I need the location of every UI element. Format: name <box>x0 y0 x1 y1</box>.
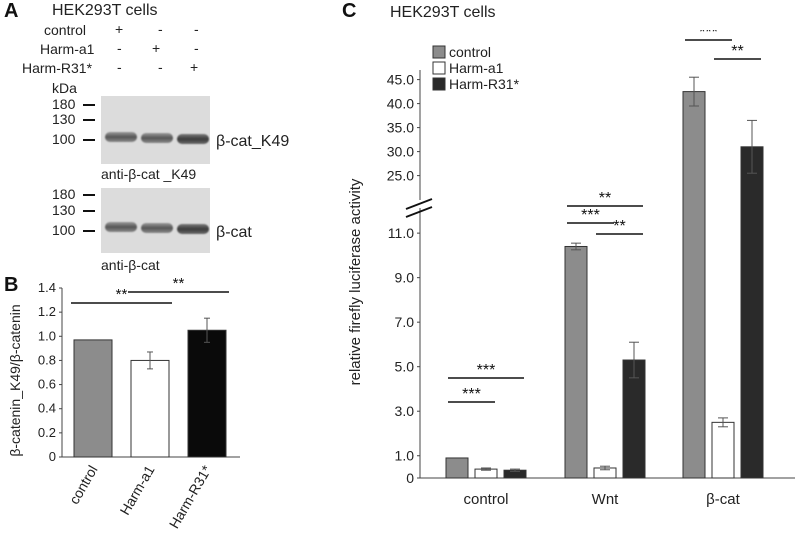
blot1-marker-tick-180 <box>83 104 95 106</box>
blot1-band-lane3 <box>177 134 209 144</box>
b-significance-label-1: ** <box>173 275 185 292</box>
c-y-tick-label: 45.0 <box>387 72 414 88</box>
panel-b-letter: B <box>4 274 19 296</box>
c-y-tick-label: 7.0 <box>395 314 415 330</box>
blot1-band-lane1 <box>105 132 137 142</box>
blot2-band-label: β-cat <box>216 224 252 241</box>
sign-control-lane2: - <box>158 21 163 37</box>
blot1-marker-tick-100 <box>83 139 95 141</box>
panel-c-title: HEK293T cells <box>390 4 496 21</box>
c-y-tick-label: 3.0 <box>395 403 415 419</box>
c-significance-label-0: *** <box>462 386 481 403</box>
blot2-marker-180: 180 <box>52 186 76 202</box>
c-significance-label-6: ** <box>731 43 743 60</box>
c-y-axis-label: relative firefly luciferase activity <box>347 178 364 385</box>
sign-harm-r31-lane1: - <box>117 59 122 75</box>
c-legend-swatch-2 <box>432 77 446 91</box>
c-bar-0-2 <box>682 91 706 479</box>
b-y-tick-label: 0.6 <box>38 377 56 392</box>
blot1-marker-130: 130 <box>52 111 76 127</box>
b-y-axis-label: β-catenin_K49/β-catenin <box>7 304 23 456</box>
b-x-tick-label: Harm-a1 <box>117 462 158 517</box>
b-significance-label-0: ** <box>116 286 128 303</box>
blot2-marker-130: 130 <box>52 202 76 218</box>
western-blot-total <box>101 188 210 253</box>
c-y-tick-label: 1.0 <box>395 448 415 464</box>
c-legend-swatch-1 <box>432 61 446 75</box>
b-bar-0 <box>73 339 113 458</box>
blot2-marker-tick-180 <box>83 194 95 196</box>
b-y-tick-label: 0.4 <box>38 401 56 416</box>
condition-label-control: control <box>44 22 87 38</box>
c-axis-break-mark-1 <box>405 198 433 210</box>
c-x-tick-label: Wnt <box>592 491 620 508</box>
blot2-band-lane1 <box>105 222 137 232</box>
blot1-antibody-label: anti-β-cat _K49 <box>101 166 197 182</box>
c-bar-0-1 <box>564 245 588 479</box>
kda-label: kDa <box>52 80 77 96</box>
blot1-band-label: β-cat_K49 <box>216 133 290 150</box>
blot2-band-lane3 <box>177 224 209 234</box>
condition-label-harm-a1: Harm-a1 <box>40 41 95 57</box>
c-legend-swatch-0 <box>432 45 446 59</box>
c-x-tick-label: β-cat <box>706 491 740 508</box>
sign-control-lane3: - <box>194 21 199 37</box>
blot1-marker-180: 180 <box>52 96 76 112</box>
sign-control-lane1: + <box>115 21 124 37</box>
b-bar-1 <box>130 359 170 458</box>
blot2-marker-tick-100 <box>83 230 95 232</box>
b-x-tick-label: Harm-R31* <box>166 462 215 531</box>
blot2-band-lane2 <box>141 223 173 233</box>
c-y-tick-label: 5.0 <box>395 359 415 375</box>
c-legend-label-2: Harm-R31* <box>449 76 520 92</box>
c-y-tick-label: 9.0 <box>395 270 415 286</box>
c-y-tick-label: 40.0 <box>387 96 414 112</box>
c-y-tick-label: 11.0 <box>388 225 414 241</box>
c-significance-label-4: ** <box>613 218 625 235</box>
b-bar-2 <box>187 329 227 458</box>
c-significance-label-5: *** <box>699 30 718 41</box>
blot2-antibody-label: anti-β-cat <box>101 257 160 273</box>
c-y-tick-label: 0 <box>406 470 414 486</box>
b-y-tick-label: 0.8 <box>38 352 56 367</box>
panel-b-bar-chart: 0 0.2 0.4 0.6 0.8 1.0 1.2 1.4 β-catenin_K49/β-ca… <box>7 275 240 531</box>
panel-c-letter: C <box>342 0 357 22</box>
sign-harm-r31-lane3: + <box>190 59 199 75</box>
b-y-tick-label: 0 <box>49 449 56 464</box>
b-y-tick-label: 1.2 <box>38 304 56 319</box>
c-x-tick-label: control <box>463 491 508 508</box>
c-bar-1-2 <box>711 421 735 479</box>
c-legend-label-0: control <box>449 44 491 60</box>
sign-harm-a1-lane3: - <box>194 40 199 56</box>
c-bar-2-2 <box>740 146 764 479</box>
c-y-tick-label: 25.0 <box>387 168 414 184</box>
panel-c-bar-chart: 0 1.0 3.0 5.0 7.0 9.0 11.0 25.0 30.0 35.0 40.0 45.0… <box>347 30 795 508</box>
c-y-tick-label: 30.0 <box>387 144 414 160</box>
c-significance-label-2: ** <box>599 190 611 207</box>
c-bar-0-0 <box>445 457 469 479</box>
sign-harm-a1-lane1: - <box>117 40 122 56</box>
blot2-marker-100: 100 <box>52 222 76 238</box>
b-y-tick-label: 1.0 <box>38 328 56 343</box>
blot1-band-lane2 <box>141 133 173 143</box>
blot2-marker-tick-130 <box>83 210 95 212</box>
panel-a-title: HEK293T cells <box>52 2 158 19</box>
b-y-tick-label: 0.2 <box>38 425 56 440</box>
condition-label-harm-r31: Harm-R31* <box>22 60 93 76</box>
c-y-tick-label: 35.0 <box>387 120 414 136</box>
sign-harm-r31-lane2: - <box>158 59 163 75</box>
blot1-marker-tick-130 <box>83 119 95 121</box>
sign-harm-a1-lane2: + <box>152 40 161 56</box>
c-axis-break-mark-2 <box>405 206 433 218</box>
c-significance-label-1: *** <box>477 362 496 379</box>
western-blot-k49 <box>101 96 210 164</box>
c-significance-label-3: *** <box>581 207 600 224</box>
panel-a-letter: A <box>4 0 19 22</box>
b-x-tick-label: control <box>66 463 101 507</box>
c-legend-label-1: Harm-a1 <box>449 60 504 76</box>
blot1-marker-100: 100 <box>52 131 76 147</box>
b-y-tick-label: 1.4 <box>38 280 56 295</box>
